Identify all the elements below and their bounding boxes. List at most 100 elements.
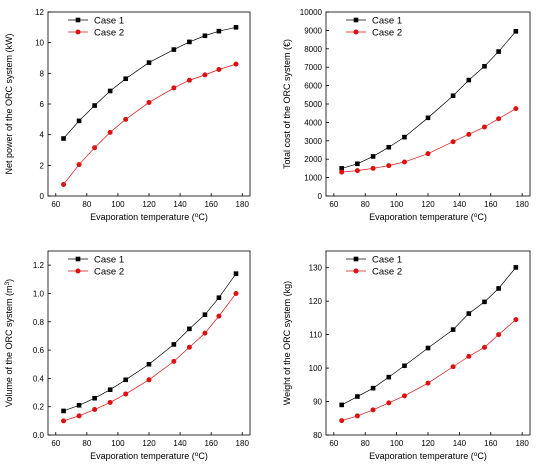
data-point bbox=[123, 391, 129, 397]
y-tick-label: 1.0 bbox=[33, 289, 45, 298]
y-axis-label: Total cost of the ORC system (€) bbox=[282, 39, 292, 169]
data-point bbox=[513, 265, 519, 270]
series-line bbox=[63, 293, 237, 422]
x-tick-label: 180 bbox=[236, 439, 250, 448]
data-point bbox=[76, 402, 82, 408]
y-tick-label: 90 bbox=[313, 398, 322, 407]
y-tick-label: 100 bbox=[309, 364, 323, 373]
x-axis-title: Evaporation temperature bbox=[90, 212, 189, 222]
data-point bbox=[339, 166, 344, 171]
y-axis-title: Volume of the ORC system bbox=[4, 299, 14, 408]
legend-marker bbox=[353, 29, 359, 35]
legend-marker bbox=[75, 256, 81, 262]
x-axis-unit: C bbox=[477, 451, 484, 461]
data-point bbox=[355, 394, 360, 399]
y-tick-label: 10 bbox=[35, 39, 44, 48]
data-point bbox=[355, 161, 360, 167]
series-1 bbox=[61, 25, 239, 141]
y-tick-label: 8000 bbox=[304, 45, 322, 54]
x-tick-label: 160 bbox=[204, 439, 218, 448]
x-tick-label: 60 bbox=[329, 200, 338, 209]
y-axis-title: Net power of the ORC system bbox=[4, 55, 14, 175]
data-point bbox=[450, 327, 456, 332]
legend-item: Case 2 bbox=[346, 267, 402, 278]
x-tick-label: 100 bbox=[111, 439, 125, 448]
plot-frame bbox=[325, 250, 531, 436]
legend-item: Case 2 bbox=[68, 267, 124, 278]
x-axis-label: Evaporation temperature (oC) bbox=[90, 451, 208, 461]
data-point bbox=[92, 103, 97, 108]
y-tick-label: 2000 bbox=[304, 155, 322, 164]
data-point bbox=[61, 136, 66, 141]
y-tick-label: 1000 bbox=[304, 174, 322, 183]
x-tick-label: 140 bbox=[453, 439, 467, 448]
y-axis-title: Total cost of the ORC system bbox=[282, 52, 292, 169]
chart-panel-1: 60 80 100 120 140 160 180 0 2 4 6 8 10 12 Evaporation … bbox=[4, 8, 251, 222]
series-line bbox=[63, 63, 237, 185]
series-2 bbox=[61, 61, 239, 187]
legend-label: Case 1 bbox=[94, 16, 124, 27]
x-axis-label: Evaporation temperature (oC) bbox=[369, 451, 487, 461]
data-point bbox=[402, 134, 407, 140]
data-point bbox=[482, 299, 487, 305]
legend-label: Case 1 bbox=[372, 255, 402, 266]
data-point bbox=[496, 332, 502, 338]
series-1 bbox=[61, 271, 239, 414]
y-tick-label: 0 bbox=[318, 192, 323, 201]
legend-marker bbox=[353, 256, 359, 262]
y-tick-label: 0 bbox=[40, 192, 45, 201]
y-tick-label: 8 bbox=[40, 69, 45, 78]
x-tick-label: 60 bbox=[51, 200, 60, 209]
data-point bbox=[216, 67, 222, 72]
data-point bbox=[107, 88, 113, 94]
data-point bbox=[187, 326, 192, 332]
y-tick-label: 7000 bbox=[304, 63, 322, 72]
y-tick-label: 1.2 bbox=[33, 261, 45, 270]
x-tick-label: 180 bbox=[515, 439, 529, 448]
x-tick-label: 60 bbox=[51, 439, 60, 448]
data-point bbox=[92, 407, 98, 413]
data-point bbox=[496, 286, 501, 291]
series-line bbox=[341, 319, 517, 421]
data-point bbox=[339, 402, 344, 408]
data-point bbox=[386, 374, 392, 380]
legend-marker bbox=[353, 268, 359, 274]
data-point bbox=[76, 162, 82, 168]
y-tick-label: 12 bbox=[35, 8, 44, 17]
x-tick-label: 160 bbox=[484, 439, 498, 448]
data-point bbox=[76, 413, 82, 419]
y-tick-label: 5000 bbox=[304, 100, 322, 109]
data-point bbox=[171, 47, 177, 52]
data-point bbox=[233, 25, 239, 30]
data-point bbox=[401, 393, 407, 399]
data-point bbox=[202, 330, 208, 336]
data-point bbox=[339, 418, 345, 424]
y-tick-label: 0.6 bbox=[33, 346, 45, 355]
data-point bbox=[354, 168, 360, 174]
data-point bbox=[123, 377, 128, 383]
x-axis-title: Evaporation temperature bbox=[369, 451, 468, 461]
y-tick-label: 0.0 bbox=[33, 431, 45, 440]
y-axis-unit: kW bbox=[4, 36, 14, 50]
data-point bbox=[466, 77, 472, 83]
data-point bbox=[146, 60, 152, 65]
data-point bbox=[146, 377, 152, 383]
data-point bbox=[123, 116, 129, 122]
legend-marker bbox=[75, 17, 81, 23]
data-point bbox=[123, 76, 128, 81]
data-point bbox=[61, 408, 66, 414]
data-point bbox=[216, 295, 222, 301]
data-point bbox=[513, 29, 519, 34]
legend-label: Case 2 bbox=[372, 267, 402, 278]
legend-marker bbox=[75, 29, 81, 35]
data-point bbox=[513, 106, 519, 112]
legend-item: Case 1 bbox=[346, 16, 402, 27]
data-point bbox=[481, 124, 487, 130]
data-point bbox=[186, 77, 192, 83]
data-point bbox=[496, 116, 502, 122]
data-point bbox=[386, 163, 392, 169]
legend-item: Case 2 bbox=[346, 28, 402, 39]
data-point bbox=[466, 311, 472, 316]
x-tick-label: 140 bbox=[173, 200, 187, 209]
data-point bbox=[202, 312, 208, 317]
